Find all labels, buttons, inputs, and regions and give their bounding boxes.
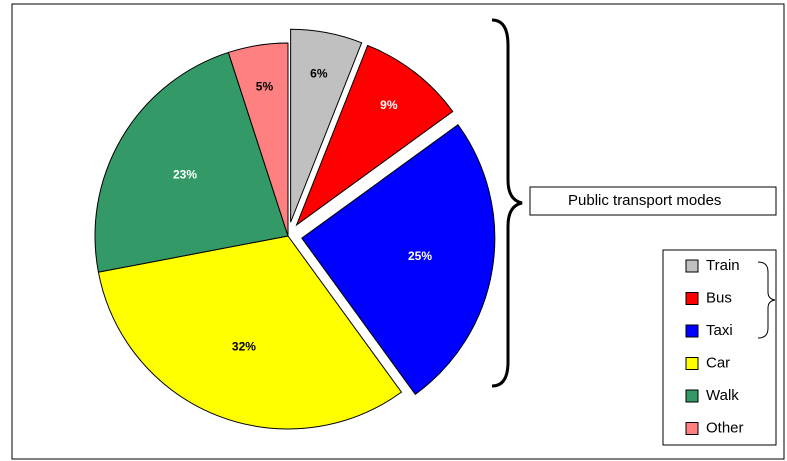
slice-label: 23% [173, 167, 197, 181]
legend [662, 249, 777, 446]
legend-label: Car [706, 354, 730, 371]
annotation-box [529, 186, 777, 216]
slice-label: 32% [232, 339, 256, 353]
slice-label: 5% [256, 79, 274, 93]
legend-swatch [685, 389, 699, 403]
legend-label: Taxi [706, 322, 733, 339]
legend-label: Walk [706, 387, 739, 404]
legend-label: Bus [706, 289, 732, 306]
slice-label: 9% [380, 98, 398, 112]
pie-slice [295, 44, 454, 227]
legend-label: Other [706, 419, 744, 436]
legend-swatch [685, 259, 699, 273]
pie-slice [97, 235, 403, 430]
legend-swatch [685, 324, 699, 338]
slice-label: 6% [310, 67, 328, 81]
pie-slice [301, 124, 496, 396]
legend-swatch [685, 357, 699, 370]
annotation: Public transport modes [568, 192, 721, 209]
pie-slice [290, 28, 363, 223]
brace [491, 18, 523, 388]
legend-swatch [685, 292, 699, 305]
legend-items: Train Bus Taxi Car Walk Other [685, 257, 744, 436]
pie: 6% 9% 25% 32% 23% 5% [94, 28, 496, 430]
legend-label: Train [706, 257, 740, 274]
pie-slice [94, 51, 289, 273]
slice-label: 25% [408, 249, 432, 263]
legend-brace [757, 261, 776, 339]
pie-slice [227, 42, 289, 237]
legend-swatch [685, 422, 699, 435]
